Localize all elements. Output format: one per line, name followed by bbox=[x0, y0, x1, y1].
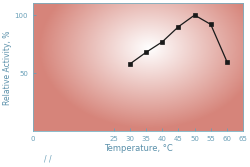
Y-axis label: Relative Activity, %: Relative Activity, % bbox=[4, 30, 13, 105]
Text: / /: / / bbox=[44, 154, 51, 163]
X-axis label: Temperature, °C: Temperature, °C bbox=[103, 144, 172, 153]
